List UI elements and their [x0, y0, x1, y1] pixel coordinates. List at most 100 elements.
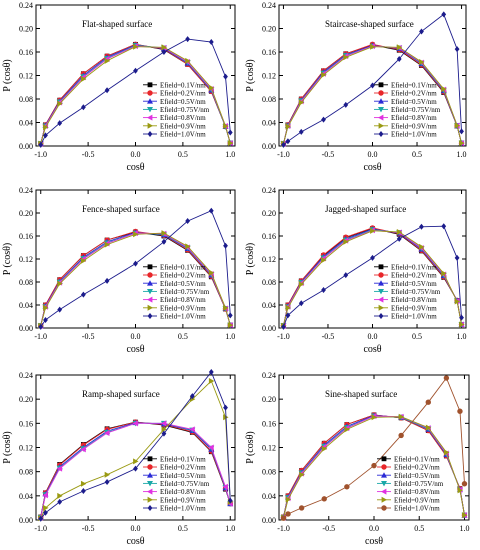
legend-label: Efield=0.5V/nm [391, 98, 437, 106]
data-point [57, 280, 63, 287]
data-point [80, 488, 86, 494]
y-tick-label: 0.00 [262, 516, 276, 525]
legend: Efield=0.1V/nmEfield=0.2V/nmEfield=0.5V/… [143, 81, 210, 139]
series-4 [280, 227, 465, 329]
x-tick-label: 0.5 [414, 524, 424, 533]
legend-label: Efield=0.8V/nm [391, 296, 437, 304]
x-axis-label: cosθ [365, 536, 383, 547]
data-point [133, 231, 139, 238]
legend-marker [378, 280, 384, 286]
y-tick-label: 0.20 [19, 209, 33, 218]
x-tick-label: -0.5 [82, 332, 95, 341]
data-point [398, 432, 404, 439]
legend-label: Efield=0.75V/nm [391, 288, 441, 296]
legend-label: Efield=1.0V/nm [391, 131, 437, 139]
legend-marker [147, 98, 153, 104]
data-point [227, 497, 233, 504]
data-point [227, 312, 233, 319]
x-tick-label: 0.0 [131, 524, 141, 533]
y-tick-label: 0.16 [19, 48, 33, 57]
legend-marker [147, 472, 153, 478]
data-point [133, 260, 138, 267]
y-tick-label: 0.08 [19, 278, 33, 287]
data-point [343, 54, 349, 61]
y-tick-label: 0.24 [262, 371, 276, 380]
series-6 [281, 413, 468, 521]
data-point [222, 483, 228, 490]
chart-panel-1: 0.00 0.04 0.08 0.12 0.16 0.20 0.24 -1.0 -0.5 0.0 0… [2, 1, 236, 173]
legend-label: Efield=0.5V/nm [391, 280, 437, 288]
data-point [208, 39, 214, 46]
data-point [419, 28, 424, 35]
data-point [281, 141, 286, 148]
legend-label: Efield=0.8V/nm [394, 488, 440, 496]
data-point [425, 424, 432, 431]
data-point [161, 426, 167, 433]
legend-label: Efield=0.1V/nm [391, 81, 437, 89]
legend-label: Efield=1.0V/nm [160, 131, 206, 139]
x-tick-label: 0.0 [131, 332, 141, 341]
data-point [104, 478, 110, 485]
legend-marker [378, 131, 384, 137]
data-point [208, 378, 215, 385]
data-point [38, 515, 44, 522]
data-point [43, 504, 49, 511]
data-point [223, 404, 228, 411]
legend-label: Efield=1.0V/nm [391, 313, 437, 321]
data-point [370, 82, 375, 89]
legend: Efield=0.1V/nmEfield=0.2V/nmEfield=0.5V/… [143, 263, 210, 321]
data-point [454, 298, 461, 305]
data-point [443, 375, 450, 381]
data-point [459, 314, 464, 321]
data-point [321, 445, 328, 452]
y-axis-label: P (cosθ) [2, 59, 13, 91]
data-point [443, 449, 450, 456]
x-tick-label: -1.0 [277, 332, 290, 341]
x-tick-label: -1.0 [34, 332, 47, 341]
data-point [223, 304, 229, 311]
data-point [133, 43, 139, 50]
data-point [461, 481, 468, 487]
data-point [459, 321, 465, 328]
x-tick-label: 0.0 [368, 150, 378, 159]
legend-marker [381, 464, 387, 470]
data-point [298, 505, 305, 511]
y-axis-label: P (cosθ) [245, 243, 256, 275]
y-tick-label: 0.08 [262, 95, 276, 104]
legend-marker [378, 264, 384, 270]
y-axis-label: P (cosθ) [2, 243, 13, 275]
data-point [298, 128, 304, 135]
legend-marker [147, 114, 153, 121]
y-tick-label: 0.04 [19, 119, 33, 128]
data-point [161, 238, 167, 245]
data-point [454, 254, 460, 261]
data-point [42, 492, 48, 499]
data-point [104, 87, 110, 94]
data-point [343, 101, 349, 108]
data-point [281, 323, 286, 330]
legend-marker [147, 496, 153, 503]
data-point [285, 304, 291, 311]
data-point [185, 218, 191, 225]
data-point [227, 322, 234, 329]
y-tick-label: 0.00 [19, 516, 33, 525]
x-tick-label: 1.0 [457, 150, 467, 159]
x-tick-label: 0.0 [368, 332, 378, 341]
x-tick-label: 0.5 [412, 150, 422, 159]
legend-marker [378, 122, 384, 129]
data-point [285, 511, 291, 517]
legend-marker [147, 107, 153, 113]
legend-label: Efield=0.1V/nm [391, 263, 437, 271]
data-point [425, 399, 431, 405]
legend: Efield=0.1V/nmEfield=0.2V/nmEfield=0.5V/… [374, 263, 441, 321]
x-tick-label: 1.0 [457, 332, 467, 341]
data-point [133, 67, 138, 74]
y-tick-label: 0.16 [262, 419, 276, 428]
legend-label: Efield=0.1V/nm [394, 455, 440, 463]
data-point [298, 99, 305, 106]
y-tick-label: 0.04 [262, 119, 276, 128]
y-tick-label: 0.04 [19, 301, 33, 310]
x-tick-label: 0.5 [178, 524, 188, 533]
y-tick-label: 0.08 [19, 468, 33, 477]
legend-marker [381, 505, 387, 511]
